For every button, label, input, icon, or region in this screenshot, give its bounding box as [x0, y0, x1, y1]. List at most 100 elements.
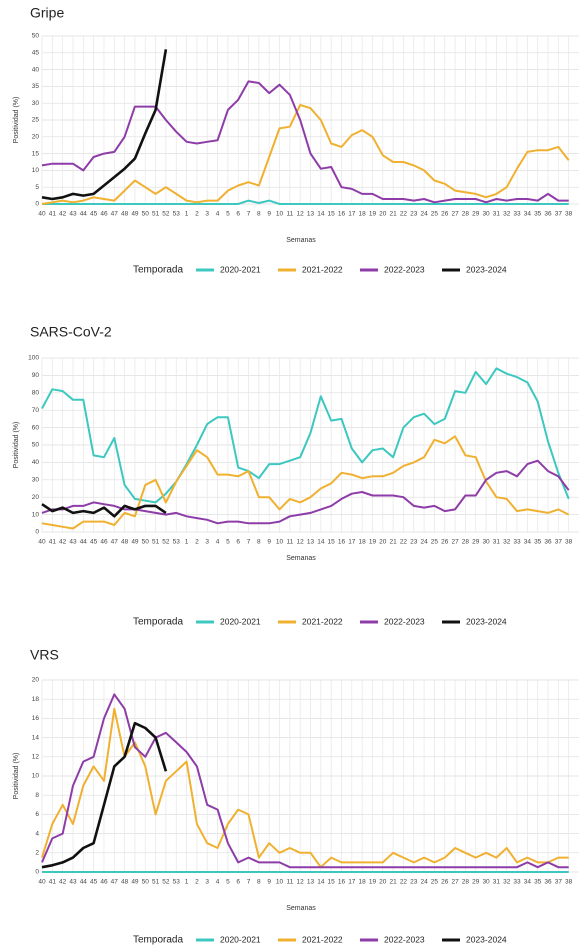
legend-title: Temporada	[133, 265, 183, 276]
x-tick-label: 21	[389, 879, 397, 886]
x-tick-label: 13	[307, 539, 315, 546]
y-tick-label: 15	[32, 150, 40, 157]
x-tick-label: 36	[544, 879, 552, 886]
y-tick-label: 30	[32, 100, 40, 107]
x-tick-label: 15	[328, 211, 336, 218]
x-tick-label: 28	[462, 879, 470, 886]
legend-label: 2022-2023	[384, 934, 425, 944]
x-tick-label: 42	[59, 879, 67, 886]
x-tick-label: 50	[142, 211, 150, 218]
x-tick-label: 36	[544, 211, 552, 218]
x-tick-label: 31	[493, 211, 501, 218]
series-line	[41, 693, 569, 869]
y-tick-label: 10	[32, 511, 40, 518]
x-tick-label: 5	[226, 539, 230, 546]
x-tick-label: 18	[359, 211, 367, 218]
chart-title: VRS	[30, 647, 59, 663]
x-axis-label: Semanas	[286, 237, 316, 244]
legend-title: Temporada	[133, 617, 183, 628]
x-tick-label: 25	[431, 539, 439, 546]
x-tick-label: 22	[400, 879, 408, 886]
x-tick-label: 40	[38, 879, 46, 886]
series-line	[41, 707, 569, 869]
x-tick-label: 17	[348, 211, 356, 218]
x-tick-label: 50	[142, 539, 150, 546]
legend-label: 2022-2023	[384, 264, 425, 274]
x-tick-label: 4	[216, 539, 220, 546]
x-tick-label: 6	[236, 211, 240, 218]
x-tick-label: 45	[90, 879, 98, 886]
x-tick-label: 49	[131, 879, 139, 886]
y-tick-label: 12	[32, 754, 40, 761]
x-tick-label: 19	[369, 211, 377, 218]
x-tick-label: 41	[49, 211, 57, 218]
x-tick-label: 44	[80, 539, 88, 546]
x-tick-label: 17	[348, 879, 356, 886]
series-line	[41, 367, 570, 504]
series-line	[42, 199, 569, 205]
x-tick-label: 14	[317, 539, 325, 546]
x-tick-label: 33	[513, 211, 521, 218]
x-tick-label: 30	[482, 879, 490, 886]
y-tick-label: 8	[35, 792, 39, 799]
x-tick-label: 26	[441, 211, 449, 218]
y-tick-label: 10	[32, 167, 40, 174]
x-tick-label: 29	[472, 211, 480, 218]
x-tick-label: 27	[451, 211, 459, 218]
x-tick-label: 47	[111, 539, 119, 546]
x-tick-label: 44	[80, 211, 88, 218]
x-tick-label: 35	[534, 211, 542, 218]
y-tick-label: 16	[32, 715, 40, 722]
x-tick-label: 27	[451, 539, 459, 546]
x-tick-label: 46	[100, 539, 108, 546]
y-tick-label: 30	[32, 477, 40, 484]
x-tick-label: 52	[162, 211, 170, 218]
x-tick-label: 35	[534, 879, 542, 886]
x-tick-label: 29	[472, 539, 480, 546]
x-tick-label: 18	[359, 539, 367, 546]
y-tick-label: 0	[35, 201, 39, 208]
x-tick-label: 21	[389, 211, 397, 218]
x-tick-label: 15	[328, 879, 336, 886]
x-tick-label: 1	[185, 879, 189, 886]
x-tick-label: 24	[420, 539, 428, 546]
x-tick-label: 42	[59, 539, 67, 546]
x-tick-label: 41	[49, 879, 57, 886]
y-tick-label: 5	[35, 184, 39, 191]
x-tick-label: 10	[276, 211, 284, 218]
x-tick-label: 2	[195, 539, 199, 546]
x-tick-label: 9	[267, 539, 271, 546]
legend-label: 2020-2021	[220, 616, 261, 626]
series-line	[41, 503, 167, 518]
x-tick-label: 45	[90, 539, 98, 546]
y-tick-label: 18	[32, 696, 40, 703]
x-tick-label: 1	[185, 211, 189, 218]
y-tick-label: 45	[32, 50, 40, 57]
x-tick-label: 14	[317, 879, 325, 886]
x-tick-label: 34	[524, 211, 532, 218]
series-line	[41, 721, 168, 869]
x-tick-label: 7	[247, 879, 251, 886]
x-tick-label: 31	[493, 539, 501, 546]
x-tick-label: 38	[565, 211, 573, 218]
x-tick-label: 47	[111, 211, 119, 218]
x-tick-label: 13	[307, 879, 315, 886]
x-tick-label: 51	[152, 879, 160, 886]
x-tick-label: 32	[503, 879, 511, 886]
y-tick-label: 14	[32, 734, 40, 741]
y-axis-label: Positividad (%)	[13, 753, 20, 800]
chart-title: SARS-CoV-2	[30, 324, 112, 340]
x-tick-label: 25	[431, 879, 439, 886]
x-tick-label: 4	[216, 211, 220, 218]
x-tick-label: 35	[534, 539, 542, 546]
x-tick-label: 29	[472, 879, 480, 886]
y-tick-label: 70	[32, 407, 40, 414]
x-tick-label: 49	[131, 211, 139, 218]
x-axis-label: Semanas	[286, 555, 316, 562]
x-tick-label: 16	[338, 211, 346, 218]
series-line	[41, 103, 570, 205]
x-tick-label: 3	[205, 539, 209, 546]
x-tick-label: 37	[555, 879, 563, 886]
x-tick-label: 28	[462, 539, 470, 546]
x-tick-label: 48	[121, 211, 129, 218]
